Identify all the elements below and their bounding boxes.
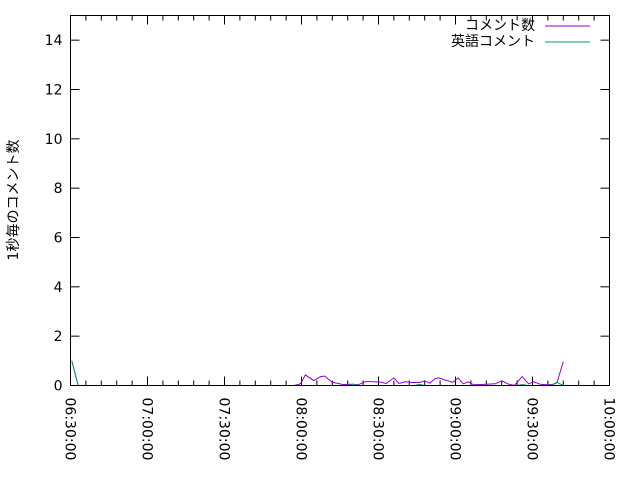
series-line-1 bbox=[71, 360, 564, 386]
y-tick-label: 2 bbox=[54, 329, 63, 345]
x-tick-label: 07:30:00 bbox=[216, 398, 232, 461]
y-tick-labels: 0 2 4 6 8 10 12 14 bbox=[45, 33, 63, 394]
x-tick-label: 08:30:00 bbox=[370, 398, 386, 461]
x-tick-labels: 06:30:00 07:00:00 07:30:00 08:00:00 08:30:00… bbox=[62, 398, 617, 461]
y-tick-label: 4 bbox=[54, 280, 63, 296]
y-tick-label: 0 bbox=[54, 379, 63, 395]
legend-label-1: 英語コメント bbox=[451, 33, 535, 50]
x-tick-label: 09:30:00 bbox=[524, 398, 540, 461]
y-tick-label: 10 bbox=[45, 132, 63, 148]
y-tick-label: 6 bbox=[54, 231, 63, 247]
x-tick-label: 10:00:00 bbox=[601, 398, 617, 461]
series-line-0 bbox=[71, 360, 564, 386]
y-tick-label: 12 bbox=[45, 83, 63, 99]
y-axis-label: 1秒毎のコメント数 bbox=[6, 140, 22, 261]
legend: コメント数 英語コメント bbox=[451, 18, 590, 50]
series-lines bbox=[71, 360, 564, 386]
legend-label-0: コメント数 bbox=[465, 18, 535, 34]
x-tick-label: 08:00:00 bbox=[293, 398, 309, 461]
x-tick-label: 09:00:00 bbox=[447, 398, 463, 461]
y-tick-label: 8 bbox=[54, 181, 63, 197]
x-tick-label: 06:30:00 bbox=[62, 398, 78, 461]
y-tick-label: 14 bbox=[45, 33, 63, 49]
x-tick-label: 07:00:00 bbox=[139, 398, 155, 461]
axis-ticks bbox=[70, 15, 610, 386]
plot-border bbox=[70, 15, 610, 386]
